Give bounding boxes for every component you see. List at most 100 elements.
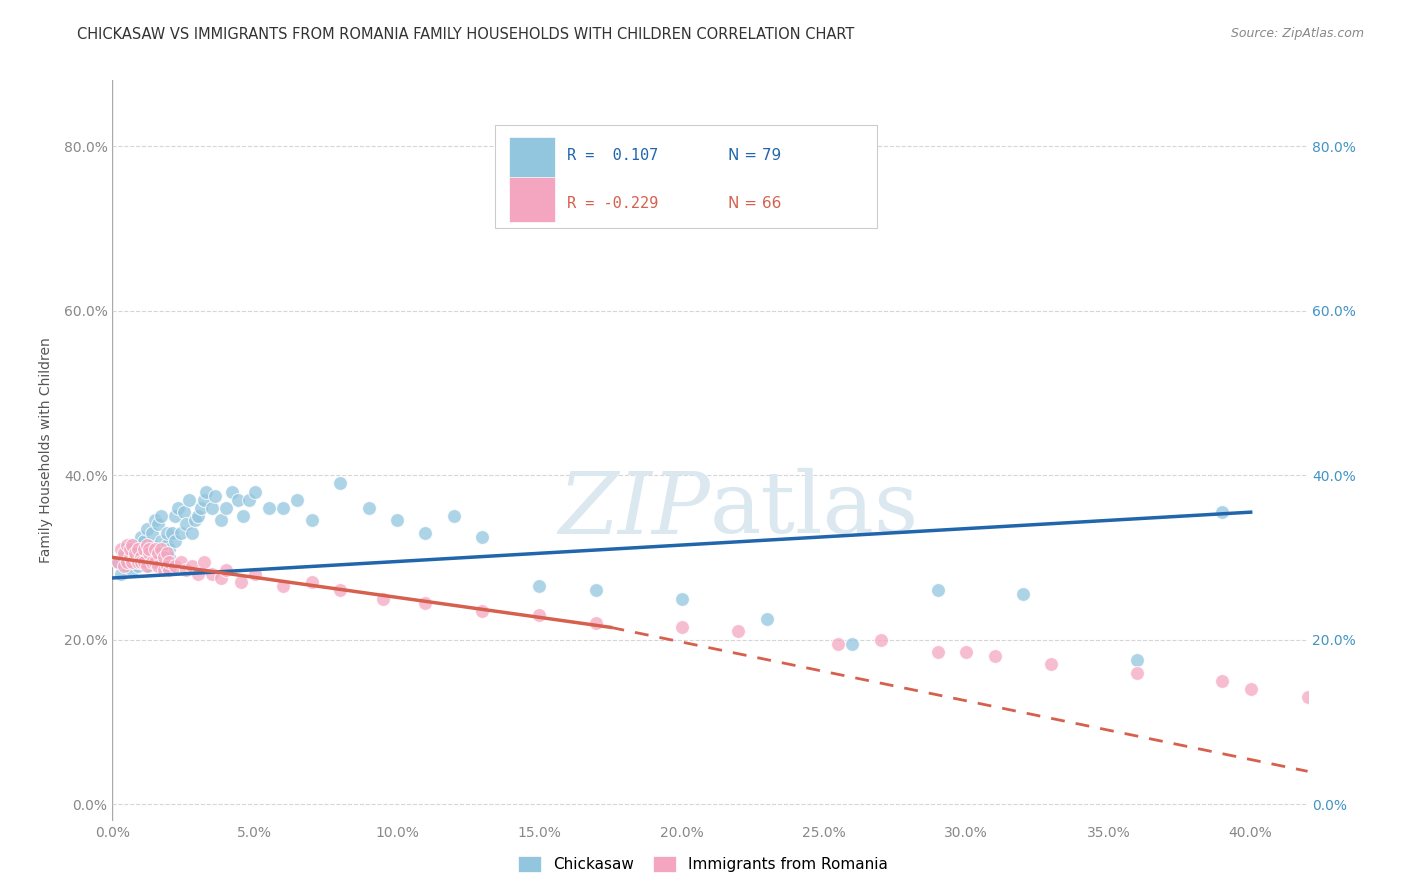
- Point: [385, 513, 408, 527]
- Point: [118, 542, 141, 557]
- Point: [1211, 505, 1233, 519]
- Point: [152, 563, 174, 577]
- Point: [471, 530, 494, 544]
- Point: [157, 542, 180, 557]
- Text: R = -0.229: R = -0.229: [567, 195, 658, 211]
- Point: [115, 558, 138, 573]
- Point: [585, 583, 607, 598]
- Point: [271, 501, 294, 516]
- Text: Source: ZipAtlas.com: Source: ZipAtlas.com: [1230, 27, 1364, 40]
- Point: [193, 554, 215, 569]
- Point: [121, 538, 143, 552]
- Point: [869, 632, 891, 647]
- Point: [135, 558, 157, 573]
- Point: [138, 542, 160, 557]
- Point: [135, 522, 157, 536]
- Point: [157, 554, 180, 569]
- Point: [585, 616, 607, 631]
- Point: [124, 554, 146, 569]
- Point: [209, 571, 232, 585]
- Point: [121, 563, 143, 577]
- Point: [121, 554, 143, 569]
- Point: [443, 509, 465, 524]
- Point: [271, 579, 294, 593]
- Point: [129, 538, 152, 552]
- Point: [287, 492, 309, 507]
- Point: [1353, 698, 1375, 713]
- Point: [229, 575, 252, 590]
- Point: [329, 476, 352, 491]
- Point: [232, 509, 254, 524]
- Point: [301, 513, 323, 527]
- Point: [209, 513, 232, 527]
- Point: [132, 533, 155, 548]
- Point: [170, 554, 193, 569]
- Point: [201, 566, 224, 581]
- FancyBboxPatch shape: [495, 125, 877, 228]
- Point: [157, 563, 180, 577]
- Point: [127, 554, 149, 569]
- Point: [143, 542, 166, 557]
- Point: [146, 542, 169, 557]
- Point: [118, 546, 141, 560]
- FancyBboxPatch shape: [509, 177, 554, 222]
- Point: [181, 558, 204, 573]
- Point: [471, 604, 494, 618]
- Point: [173, 505, 195, 519]
- Point: [983, 649, 1005, 664]
- Text: CHICKASAW VS IMMIGRANTS FROM ROMANIA FAMILY HOUSEHOLDS WITH CHILDREN CORRELATION: CHICKASAW VS IMMIGRANTS FROM ROMANIA FAM…: [77, 27, 855, 42]
- Text: ZIP: ZIP: [558, 468, 710, 551]
- Point: [204, 489, 226, 503]
- Point: [157, 550, 180, 565]
- Point: [107, 554, 129, 569]
- FancyBboxPatch shape: [509, 136, 554, 183]
- Point: [143, 550, 166, 565]
- Point: [238, 492, 260, 507]
- Point: [132, 554, 155, 569]
- Point: [124, 546, 146, 560]
- Point: [671, 591, 693, 606]
- Point: [193, 492, 215, 507]
- Point: [187, 509, 209, 524]
- Point: [1211, 673, 1233, 688]
- Point: [755, 612, 778, 626]
- Point: [181, 525, 204, 540]
- Point: [138, 558, 160, 573]
- Point: [257, 501, 280, 516]
- Point: [167, 501, 190, 516]
- Point: [129, 550, 152, 565]
- Point: [415, 596, 437, 610]
- Point: [129, 530, 152, 544]
- Point: [1240, 681, 1263, 696]
- Point: [112, 546, 135, 560]
- Point: [143, 513, 166, 527]
- Point: [138, 542, 160, 557]
- Point: [165, 533, 187, 548]
- Point: [143, 554, 166, 569]
- Point: [927, 583, 949, 598]
- Text: N = 66: N = 66: [728, 195, 782, 211]
- Point: [371, 591, 394, 606]
- Point: [141, 525, 163, 540]
- Point: [827, 637, 849, 651]
- Point: [176, 563, 198, 577]
- Point: [141, 554, 163, 569]
- Point: [121, 538, 143, 552]
- Point: [1126, 653, 1149, 667]
- Point: [357, 501, 380, 516]
- Point: [112, 558, 135, 573]
- Y-axis label: Family Households with Children: Family Households with Children: [38, 337, 52, 564]
- Point: [927, 645, 949, 659]
- Point: [115, 542, 138, 557]
- Point: [127, 542, 149, 557]
- Point: [415, 525, 437, 540]
- Text: R =  0.107: R = 0.107: [567, 148, 658, 163]
- Point: [132, 546, 155, 560]
- Point: [529, 579, 551, 593]
- Point: [1012, 587, 1035, 601]
- Point: [152, 546, 174, 560]
- Point: [152, 554, 174, 569]
- Point: [127, 558, 149, 573]
- Point: [841, 637, 863, 651]
- Point: [152, 550, 174, 565]
